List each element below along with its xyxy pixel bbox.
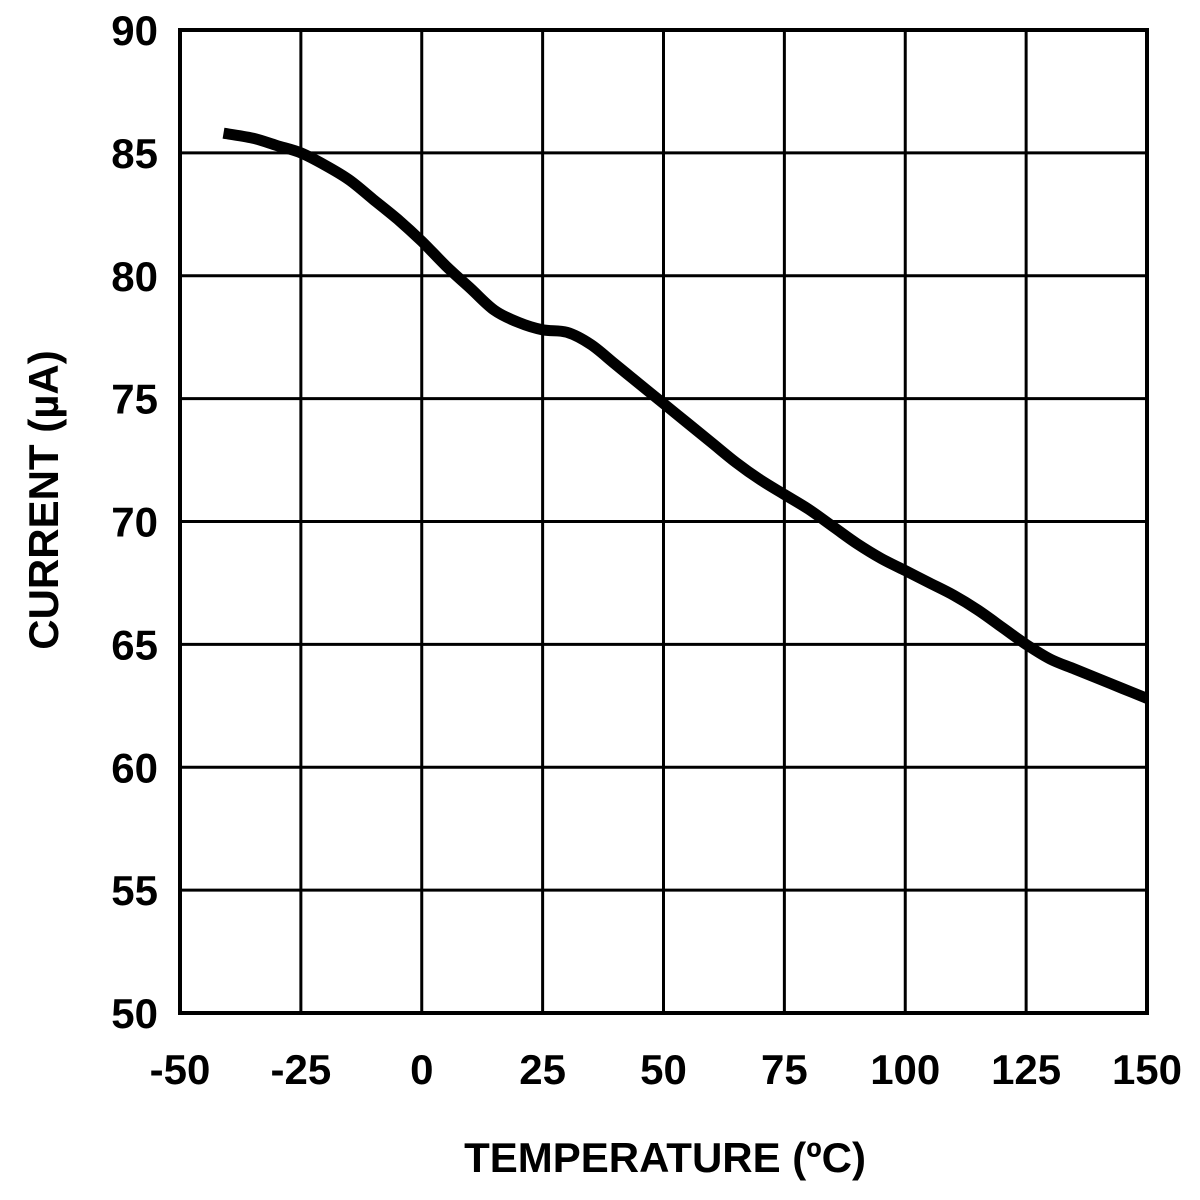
x-tick-label: 150 bbox=[1112, 1046, 1182, 1093]
x-tick-label: 75 bbox=[761, 1046, 808, 1093]
grid bbox=[178, 28, 1149, 1015]
y-axis-ticks: 50 55 60 65 70 75 80 85 90 bbox=[111, 7, 158, 1037]
x-tick-label: -25 bbox=[271, 1046, 332, 1093]
x-tick-label: 50 bbox=[640, 1046, 687, 1093]
x-axis-ticks: -50 -25 0 25 50 75 100 125 150 bbox=[150, 1046, 1182, 1093]
series-layer bbox=[222, 127, 1150, 704]
x-tick-label: 25 bbox=[519, 1046, 566, 1093]
y-tick-label: 75 bbox=[111, 376, 158, 423]
y-axis-label: CURRENT (µA) bbox=[20, 350, 67, 650]
x-axis-label: TEMPERATURE (ºC) bbox=[464, 1134, 866, 1181]
x-tick-label: -50 bbox=[150, 1046, 211, 1093]
y-tick-label: 60 bbox=[111, 744, 158, 791]
y-tick-label: 65 bbox=[111, 621, 158, 668]
x-tick-label: 125 bbox=[991, 1046, 1061, 1093]
y-tick-label: 50 bbox=[111, 990, 158, 1037]
y-tick-label: 85 bbox=[111, 130, 158, 177]
plot-frame bbox=[178, 28, 1149, 1015]
y-tick-label: 90 bbox=[111, 7, 158, 54]
y-tick-label: 70 bbox=[111, 499, 158, 546]
y-tick-label: 55 bbox=[111, 867, 158, 914]
x-tick-label: 0 bbox=[410, 1046, 433, 1093]
y-tick-label: 80 bbox=[111, 253, 158, 300]
series-line-current bbox=[222, 127, 1150, 704]
x-tick-label: 100 bbox=[870, 1046, 940, 1093]
